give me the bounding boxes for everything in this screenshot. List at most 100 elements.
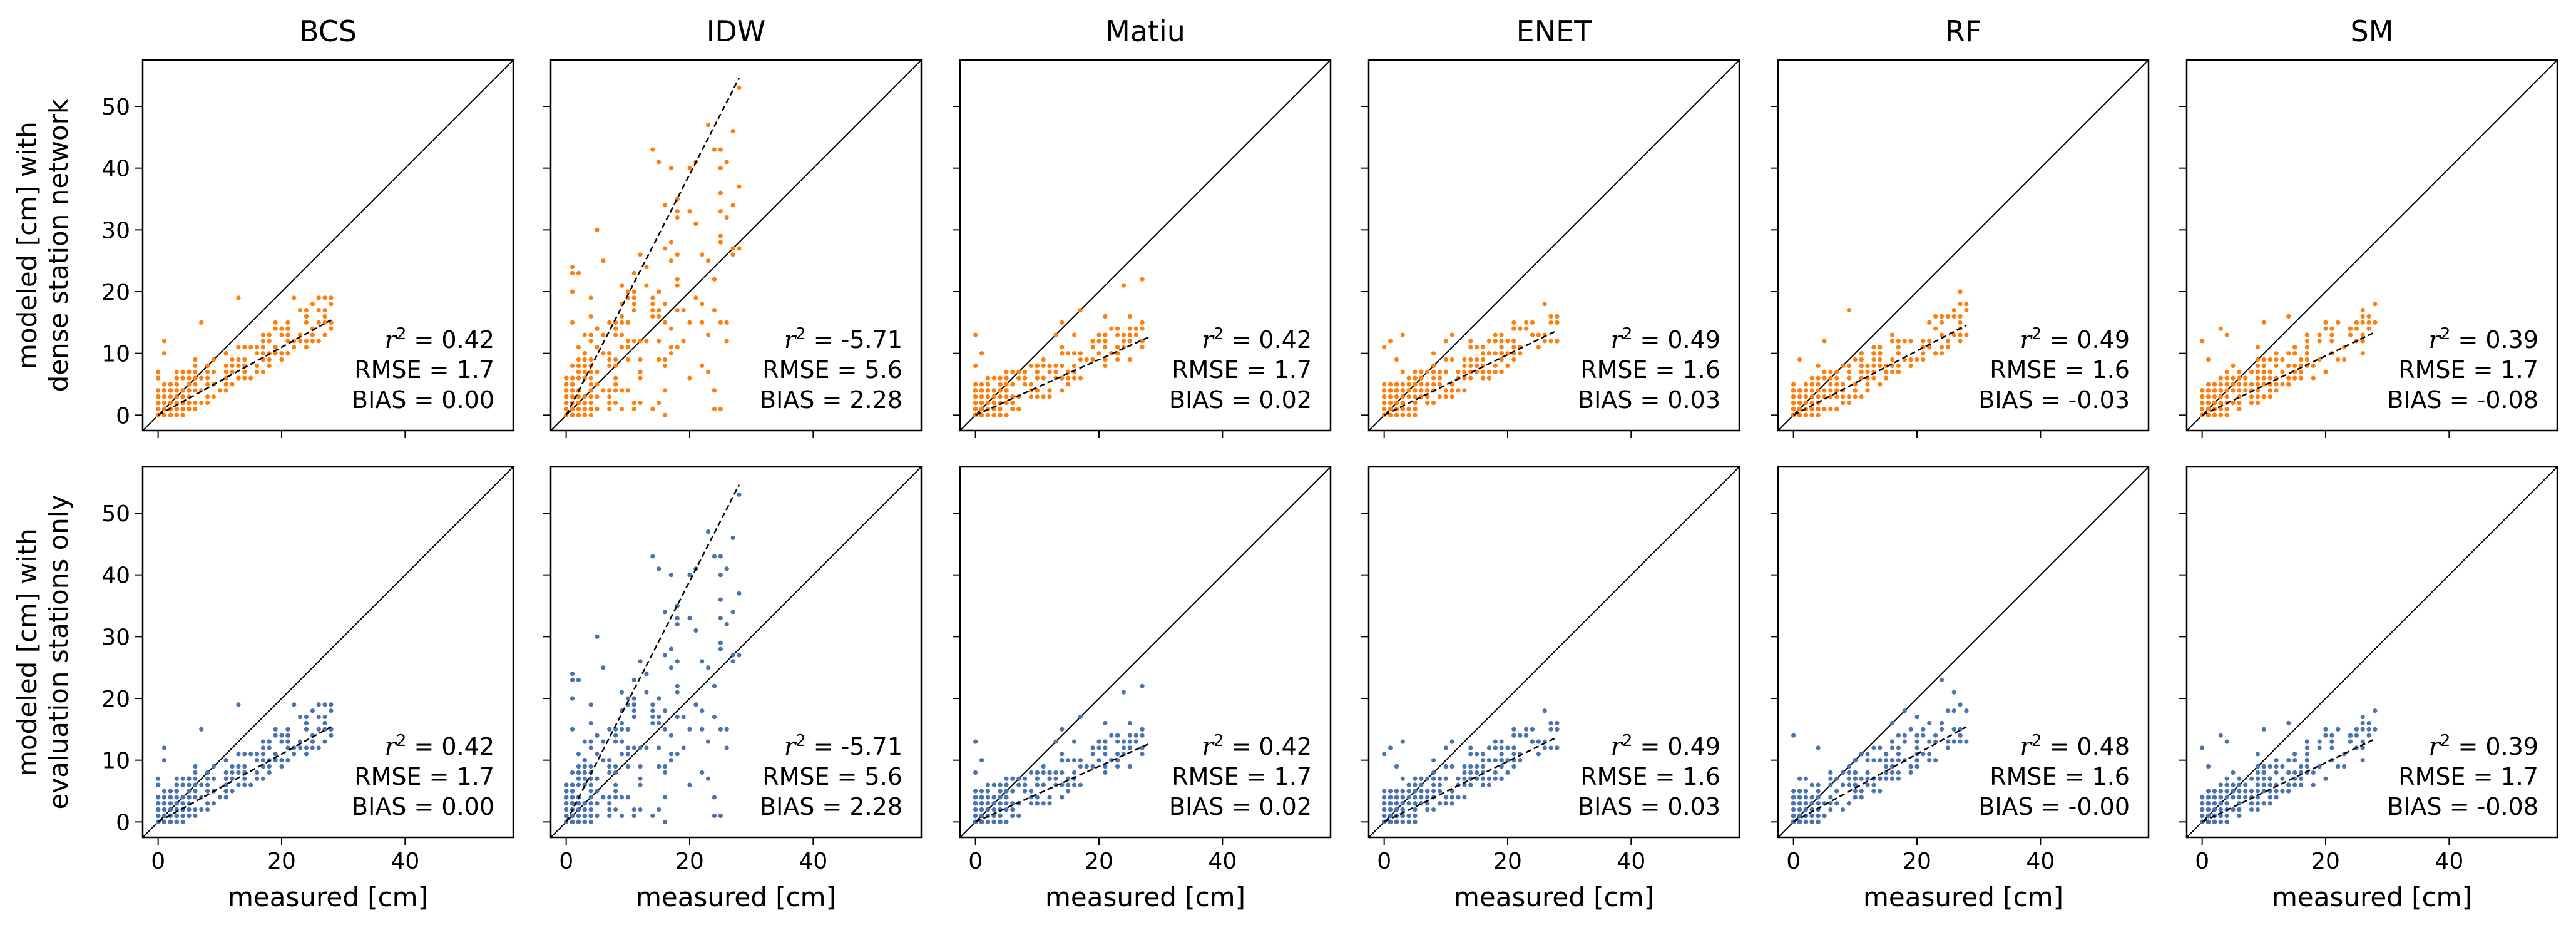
data-point: [1060, 758, 1065, 763]
data-point: [1828, 776, 1833, 781]
data-point: [2255, 764, 2261, 769]
fit-line: [1793, 324, 1967, 416]
x-tick-label: 20: [1903, 849, 1931, 874]
data-point: [576, 819, 581, 824]
data-point: [2360, 314, 2365, 319]
data-point: [718, 616, 723, 621]
data-point: [1555, 320, 1560, 325]
data-point: [2249, 789, 2254, 794]
data-point: [1480, 764, 1486, 769]
data-point: [650, 813, 655, 819]
stat-r2: r2 = 0.39: [2429, 732, 2538, 760]
data-point: [1846, 770, 1852, 775]
stat-r2: r2 = -5.71: [784, 325, 902, 354]
data-point: [1834, 801, 1839, 806]
data-point: [979, 382, 984, 387]
data-point: [973, 813, 978, 819]
data-point: [576, 363, 581, 369]
data-point: [625, 345, 630, 350]
data-point: [1499, 764, 1504, 769]
data-point: [625, 320, 630, 325]
data-point: [2205, 807, 2211, 812]
data-point: [205, 801, 210, 806]
data-point: [1536, 332, 1541, 337]
data-point: [322, 739, 327, 744]
data-point: [718, 240, 723, 245]
data-point: [1090, 357, 1095, 362]
data-point: [223, 758, 228, 763]
data-point: [310, 302, 315, 307]
data-point: [991, 782, 996, 787]
data-point: [650, 308, 655, 313]
data-point: [329, 302, 334, 307]
data-point: [205, 782, 210, 787]
data-point: [1431, 375, 1436, 381]
x-tick-label: 20: [1493, 849, 1522, 874]
data-point: [1511, 727, 1516, 732]
data-point: [998, 394, 1003, 399]
data-point: [1555, 339, 1560, 344]
data-point: [662, 819, 668, 824]
data-point: [662, 764, 668, 769]
data-point: [1505, 339, 1510, 344]
data-point: [662, 708, 668, 713]
data-point: [1480, 758, 1486, 763]
data-point: [2360, 308, 2365, 313]
data-point: [2218, 819, 2223, 824]
data-point: [1921, 351, 1926, 356]
data-point: [1053, 776, 1058, 781]
data-point: [1388, 382, 1393, 387]
data-point: [650, 708, 655, 713]
data-point: [1797, 807, 1802, 812]
data-point: [607, 727, 612, 732]
data-point: [1859, 369, 1864, 374]
data-point: [1822, 813, 1827, 819]
data-point: [156, 801, 161, 806]
data-point: [1927, 739, 1932, 744]
data-point: [588, 745, 593, 750]
data-point: [1060, 727, 1065, 732]
data-point: [1443, 776, 1448, 781]
data-point: [706, 258, 711, 263]
plot-area: [143, 60, 513, 431]
data-point: [582, 782, 587, 787]
panel-title: SM: [2351, 14, 2394, 48]
data-point: [1889, 770, 1895, 775]
data-point: [1431, 782, 1436, 787]
data-point: [2212, 819, 2217, 824]
data-point: [1109, 326, 1114, 331]
data-point: [1127, 764, 1132, 769]
data-point: [1499, 758, 1504, 763]
identity-line: [143, 60, 513, 431]
panel-title: ENET: [1516, 14, 1593, 48]
data-point: [1846, 363, 1852, 369]
data-point: [1884, 375, 1889, 381]
data-point: [2329, 332, 2334, 337]
data-point: [1431, 401, 1436, 406]
data-point: [1939, 351, 1945, 356]
data-point: [2205, 789, 2211, 794]
data-point: [1388, 388, 1393, 393]
data-point: [2354, 733, 2359, 738]
data-point: [236, 782, 241, 787]
data-point: [582, 363, 587, 369]
data-point: [700, 770, 705, 775]
data-point: [706, 369, 711, 374]
data-point: [613, 764, 618, 769]
data-point: [1859, 351, 1864, 356]
data-point: [168, 801, 173, 806]
data-point: [700, 708, 705, 713]
data-point: [613, 326, 618, 331]
data-point: [730, 610, 735, 615]
data-point: [248, 782, 253, 787]
data-point: [1878, 357, 1883, 362]
data-point: [1524, 727, 1529, 732]
data-point: [582, 351, 587, 356]
data-point: [1449, 801, 1454, 806]
data-point: [631, 308, 636, 313]
identity-line: [1778, 60, 2149, 431]
data-point: [1859, 357, 1864, 362]
data-point: [2317, 764, 2322, 769]
data-point: [1841, 401, 1846, 406]
